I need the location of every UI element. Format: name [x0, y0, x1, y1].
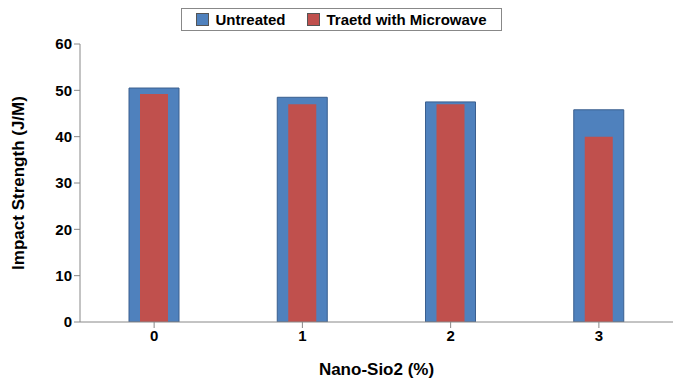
svg-text:2: 2 [446, 327, 454, 344]
svg-text:50: 50 [55, 82, 72, 99]
html-text:Traetd with Microwave: Traetd with Microwave [326, 11, 487, 28]
svg-text:1: 1 [298, 327, 306, 344]
svg-text:Nano-Sio2 (%): Nano-Sio2 (%) [319, 360, 434, 379]
svg-text:10: 10 [55, 267, 72, 284]
svg-text:20: 20 [55, 221, 72, 238]
svg-text:3: 3 [595, 327, 603, 344]
svg-text:60: 60 [55, 35, 72, 52]
html-text:Untreated: Untreated [215, 11, 286, 28]
svg-text:40: 40 [55, 128, 72, 145]
svg-text:0: 0 [150, 327, 158, 344]
svg-text:Impact Strength (J/M): Impact Strength (J/M) [9, 96, 28, 270]
svg-text:30: 30 [55, 174, 72, 191]
svg-text:0: 0 [64, 313, 72, 330]
